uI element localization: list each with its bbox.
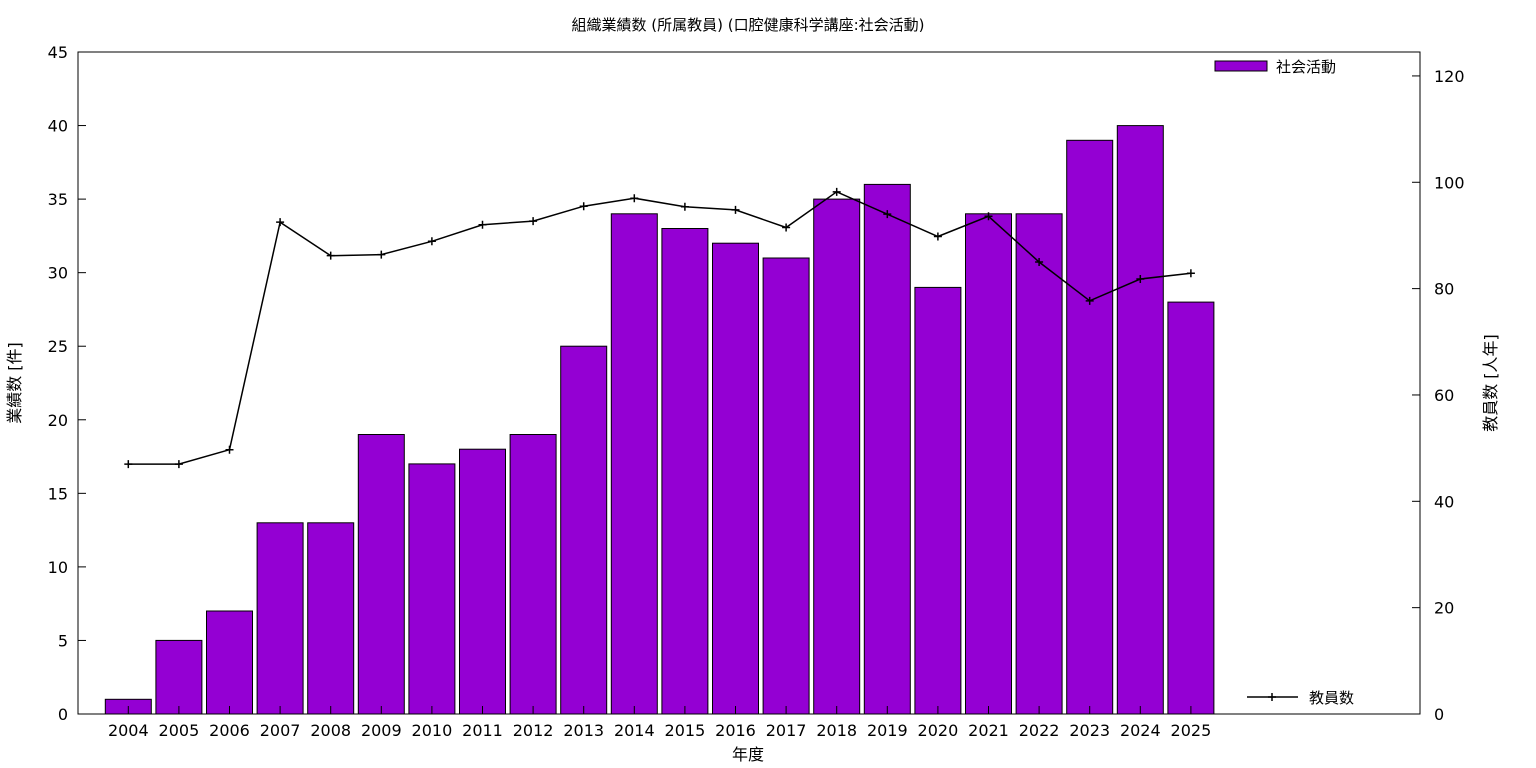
chart-title: 組織業績数 (所属教員) (口腔健康科学講座:社会活動) [571,16,924,34]
y2-tick-label: 20 [1434,599,1454,618]
line-point-2013 [579,202,588,211]
y-tick-label: 40 [48,117,68,136]
line-point-2018 [832,187,841,196]
x-tick-label: 2008 [310,721,351,740]
line-point-2023 [1085,296,1094,305]
bar-2008 [307,522,355,715]
y-tick-label: 45 [48,43,68,62]
x-tick-label: 2020 [918,721,959,740]
line-point-2010 [427,237,436,246]
line-point-2009 [377,250,386,259]
line-point-2014 [630,194,639,203]
x-tick-label: 2021 [968,721,1009,740]
x-tick-label: 2005 [159,721,200,740]
bar-2014 [610,213,658,715]
bar-2018 [813,198,861,715]
bar-2021 [965,213,1012,715]
line-point-2006 [225,445,234,454]
line-point-2019 [883,210,892,219]
bar-2025 [1167,301,1215,715]
bar-2017 [762,257,810,715]
bar-2023 [1066,139,1114,715]
bar-2016 [712,242,759,715]
y2-tick-label: 60 [1434,386,1454,405]
line-point-2017 [782,223,791,232]
bars-layer [104,125,1215,715]
x-tick-label: 2010 [412,721,453,740]
y-tick-label: 20 [48,411,68,430]
x-tick-label: 2017 [766,721,807,740]
line-point-2004 [124,460,133,469]
bar-2011 [459,448,506,715]
x-axis-title: 年度 [732,745,764,764]
y-tick-label: 0 [58,705,68,724]
x-tick-label: 2007 [260,721,301,740]
bar-2020 [914,286,962,715]
line-point-2007 [276,218,285,227]
bar-2024 [1116,125,1164,715]
y-axis-title: 業績数 [件] [5,342,24,424]
y2-tick-label: 120 [1434,67,1465,86]
line-point-2011 [478,220,487,229]
y2-tick-label: 0 [1434,705,1444,724]
legend-line-label: 教員数 [1309,689,1354,707]
line-point-2025 [1186,269,1195,278]
x-tick-label: 2009 [361,721,402,740]
y2-tick-label: 80 [1434,280,1454,299]
staff-count-line [128,190,1191,465]
bar-2013 [560,345,608,715]
x-tick-label: 2018 [816,721,857,740]
line-point-2022 [1035,258,1044,267]
bar-2009 [357,434,405,715]
bar-2019 [863,183,911,715]
line-layer [124,187,1195,469]
y-tick-label: 30 [48,264,68,283]
x-tick-label: 2015 [665,721,706,740]
bar-2022 [1015,213,1063,715]
bar-2012 [509,434,557,715]
y-tick-label: 25 [48,337,68,356]
x-tick-label: 2004 [108,721,149,740]
bar-2015 [661,228,709,715]
x-tick-label: 2011 [462,721,503,740]
line-point-2024 [1136,275,1145,284]
x-tick-label: 2025 [1171,721,1212,740]
y-tick-label: 5 [58,631,68,650]
bar-2005 [155,639,203,715]
line-point-2021 [984,212,993,221]
bar-2006 [206,610,253,715]
bar-2007 [256,522,304,715]
x-tick-label: 2023 [1069,721,1110,740]
y2-axis-title: 教員数 [人年] [1481,334,1500,432]
x-tick-label: 2013 [563,721,604,740]
x-tick-label: 2019 [867,721,908,740]
line-point-2005 [174,460,183,469]
legend-bar-swatch [1214,60,1268,72]
y-tick-label: 10 [48,558,68,577]
line-point-2008 [326,251,335,260]
y-tick-label: 35 [48,190,68,209]
x-tick-label: 2012 [513,721,554,740]
plot-frame [77,51,1421,715]
y2-tick-label: 100 [1434,173,1465,192]
bar-2010 [408,463,456,715]
y-tick-label: 15 [48,484,68,503]
x-tick-label: 2014 [614,721,655,740]
line-point-2015 [680,202,689,211]
x-tick-label: 2024 [1120,721,1161,740]
y2-tick-label: 40 [1434,492,1454,511]
x-tick-label: 2022 [1019,721,1060,740]
legend-bar-label: 社会活動 [1276,58,1336,76]
line-point-2016 [731,205,740,214]
line-point-2012 [529,217,538,226]
line-point-2020 [933,232,942,241]
x-tick-label: 2016 [715,721,756,740]
x-tick-label: 2006 [209,721,250,740]
legend-line-marker [1268,693,1276,701]
